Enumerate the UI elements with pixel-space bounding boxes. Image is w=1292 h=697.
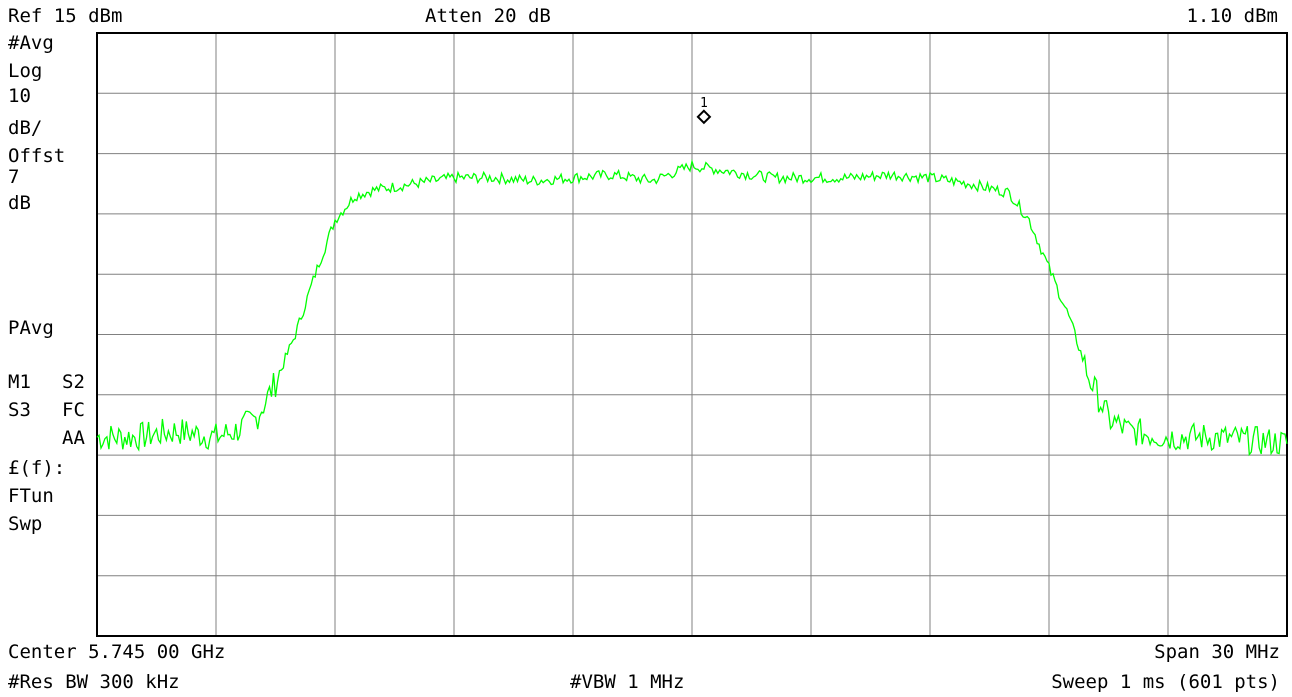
attenuation-label: Atten 20 dB <box>425 5 551 27</box>
s2-label: S2 <box>62 371 85 393</box>
ftun-label: FTun <box>8 485 54 507</box>
swp-label: Swp <box>8 513 43 535</box>
sweep-label: Sweep 1 ms (601 pts) <box>1051 671 1280 693</box>
log-label: Log <box>8 60 43 82</box>
m1-label: M1 <box>8 371 31 393</box>
marker-readout: 1.10 dBm <box>1186 5 1278 27</box>
scale-value: 10 <box>8 85 31 107</box>
marker-diamond-icon <box>696 109 712 125</box>
center-frequency: Center 5.745 00 GHz <box>8 641 226 663</box>
trace-line <box>96 158 1288 457</box>
avg-label: #Avg <box>8 32 54 54</box>
ef-label: £(f): <box>8 457 66 479</box>
plot-frame <box>96 32 1288 637</box>
s3-label: S3 <box>8 399 31 421</box>
ref-level-label: Ref 15 dBm <box>8 5 123 27</box>
fc-label: FC <box>62 399 85 421</box>
vbw-label: #VBW 1 MHz <box>570 671 685 693</box>
offset-value: 7 <box>8 166 20 188</box>
pavg-label: PAvg <box>8 317 54 339</box>
scale-unit: dB/ <box>8 117 43 139</box>
span-label: Span 30 MHz <box>1154 641 1280 663</box>
aa-label: AA <box>62 427 85 449</box>
graticule <box>97 33 1287 636</box>
res-bw-label: #Res BW 300 kHz <box>8 671 180 693</box>
offset-unit: dB <box>8 192 31 214</box>
offset-label: Offst <box>8 145 66 167</box>
marker-number-label: 1 <box>700 96 708 111</box>
